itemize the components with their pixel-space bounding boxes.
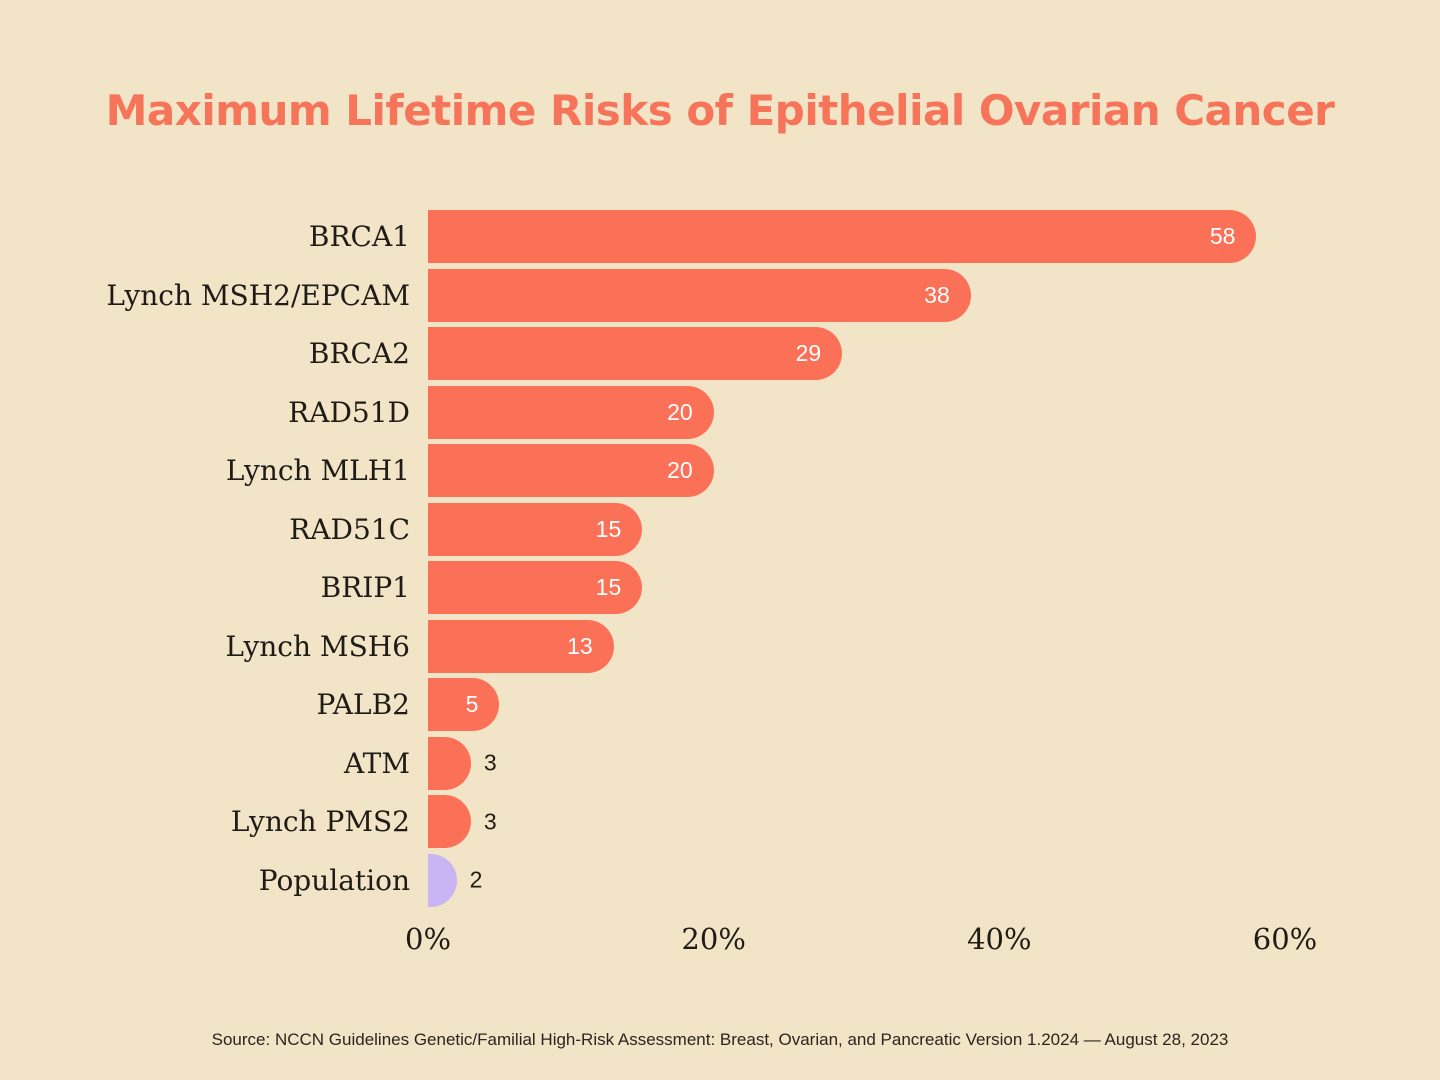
category-label: BRIP1 [320,571,410,604]
bar-value-label: 2 [469,866,483,893]
chart-row: ATM 3 [0,736,1285,790]
chart-row: Lynch MSH2/EPCAM 38 [0,268,1285,322]
category-label: Population [258,863,410,897]
category-label: Lynch MSH6 [225,629,410,663]
chart-row: BRIP1 15 [0,561,1285,614]
bar: 13 [428,619,614,673]
chart-row: Lynch MSH6 13 [0,619,1285,673]
bar: 5 [428,678,500,731]
category-label: PALB2 [316,688,410,721]
bar-track: 3 [428,736,1285,790]
category-label: RAD51C [289,512,410,546]
x-axis-tick-label: 0% [404,922,452,956]
bar-value-label: 20 [667,398,693,425]
x-axis-tick-label: 40% [967,922,1032,956]
bar: 20 [428,385,714,439]
chart-row: Population 2 [0,853,1285,907]
bar-track: 15 [428,561,1285,614]
category-label: ATM [343,746,410,780]
chart-title: Maximum Lifetime Risks of Epithelial Ova… [105,86,1335,135]
bar-track: 20 [428,444,1285,497]
bar: 58 [428,210,1257,263]
bar: 29 [428,327,843,380]
chart-row: BRCA1 58 [0,210,1285,263]
bar-value-label: 58 [1209,223,1236,249]
category-label: BRCA2 [308,337,410,370]
bar-value-label: 29 [795,340,822,366]
chart-row: PALB2 5 [0,678,1285,731]
bar-value-label: 20 [667,457,693,483]
x-axis-tick-label: 20% [681,922,746,956]
bar: 15 [428,502,643,556]
chart-row: BRCA2 29 [0,327,1285,380]
bar-value-label: 13 [567,632,593,659]
bar: 15 [428,561,643,614]
category-label: Lynch MLH1 [225,454,410,487]
bar-value-label: 3 [483,808,497,834]
bar-chart: BRCA1 58 Lynch MSH2/EPCAM 38 BRCA2 29 RAD51D 20… [0,210,1285,912]
chart-row: Lynch PMS2 3 [0,795,1285,848]
bar-value-label: 5 [465,691,479,717]
bar [428,853,457,907]
bar-track: 58 [428,210,1285,263]
bar [428,736,471,790]
category-label: Lynch MSH2/EPCAM [106,278,410,312]
bar-value-label: 38 [924,281,950,308]
chart-row: RAD51C 15 [0,502,1285,556]
bar-value-label: 15 [595,574,622,600]
chart-row: Lynch MLH1 20 [0,444,1285,497]
bar-value-label: 15 [595,515,622,542]
bar: 20 [428,444,714,497]
bar-track: 13 [428,619,1285,673]
bar-track: 15 [428,502,1285,556]
category-label: Lynch PMS2 [230,805,410,838]
bar-track: 20 [428,385,1285,439]
bar-value-label: 3 [483,749,497,776]
bar-track: 3 [428,795,1285,848]
x-axis-tick-label: 60% [1252,922,1318,956]
source-note: Source: NCCN Guidelines Genetic/Familial… [211,1030,1229,1049]
bar-track: 2 [428,853,1285,907]
bar-track: 38 [428,268,1285,322]
chart-row: RAD51D 20 [0,385,1285,439]
bar: 38 [428,268,971,322]
bar-track: 29 [428,327,1285,380]
x-axis: 0% 20% 40% 60% [405,922,1317,966]
category-label: BRCA1 [308,220,410,253]
bar-track: 5 [428,678,1285,731]
bar [428,795,471,848]
category-label: RAD51D [288,395,410,429]
